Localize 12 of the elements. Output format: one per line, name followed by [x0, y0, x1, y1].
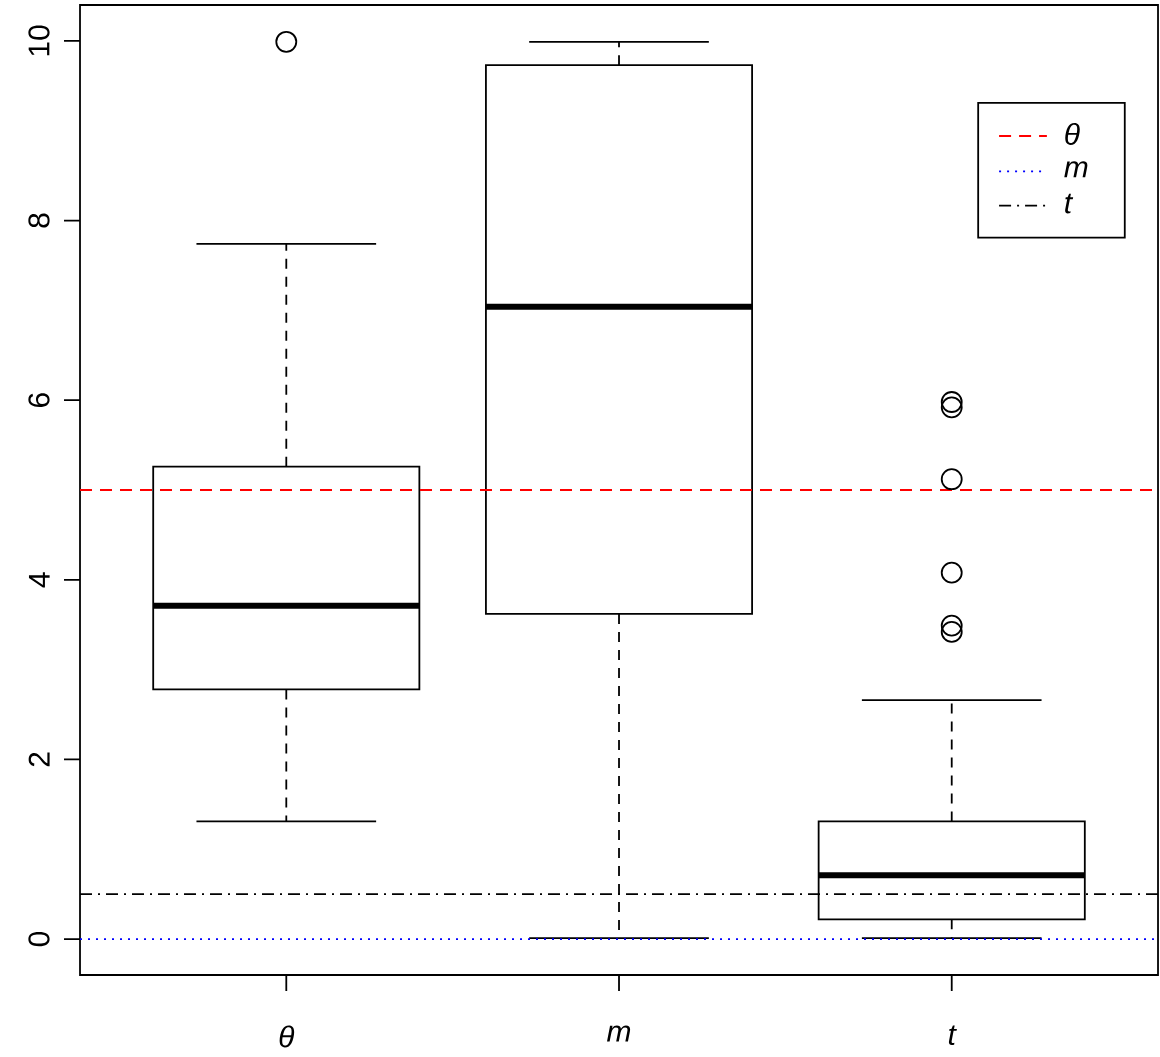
y-tick-label: 0 [28, 931, 50, 947]
y-tick-label: 2 [28, 752, 50, 767]
legend-label: θ [1065, 122, 1080, 145]
x-tick-label: θ [279, 1025, 295, 1048]
x-tick-label: m [607, 1025, 631, 1042]
legend-label: m [1064, 161, 1088, 178]
y-tick-label: 6 [28, 393, 50, 407]
y-tick-label: 8 [28, 213, 50, 228]
legend-label: t [1065, 193, 1074, 214]
y-tick-label: 10 [28, 25, 50, 56]
x-tick-label: t [948, 1025, 957, 1046]
y-tick-label: 4 [28, 572, 50, 588]
